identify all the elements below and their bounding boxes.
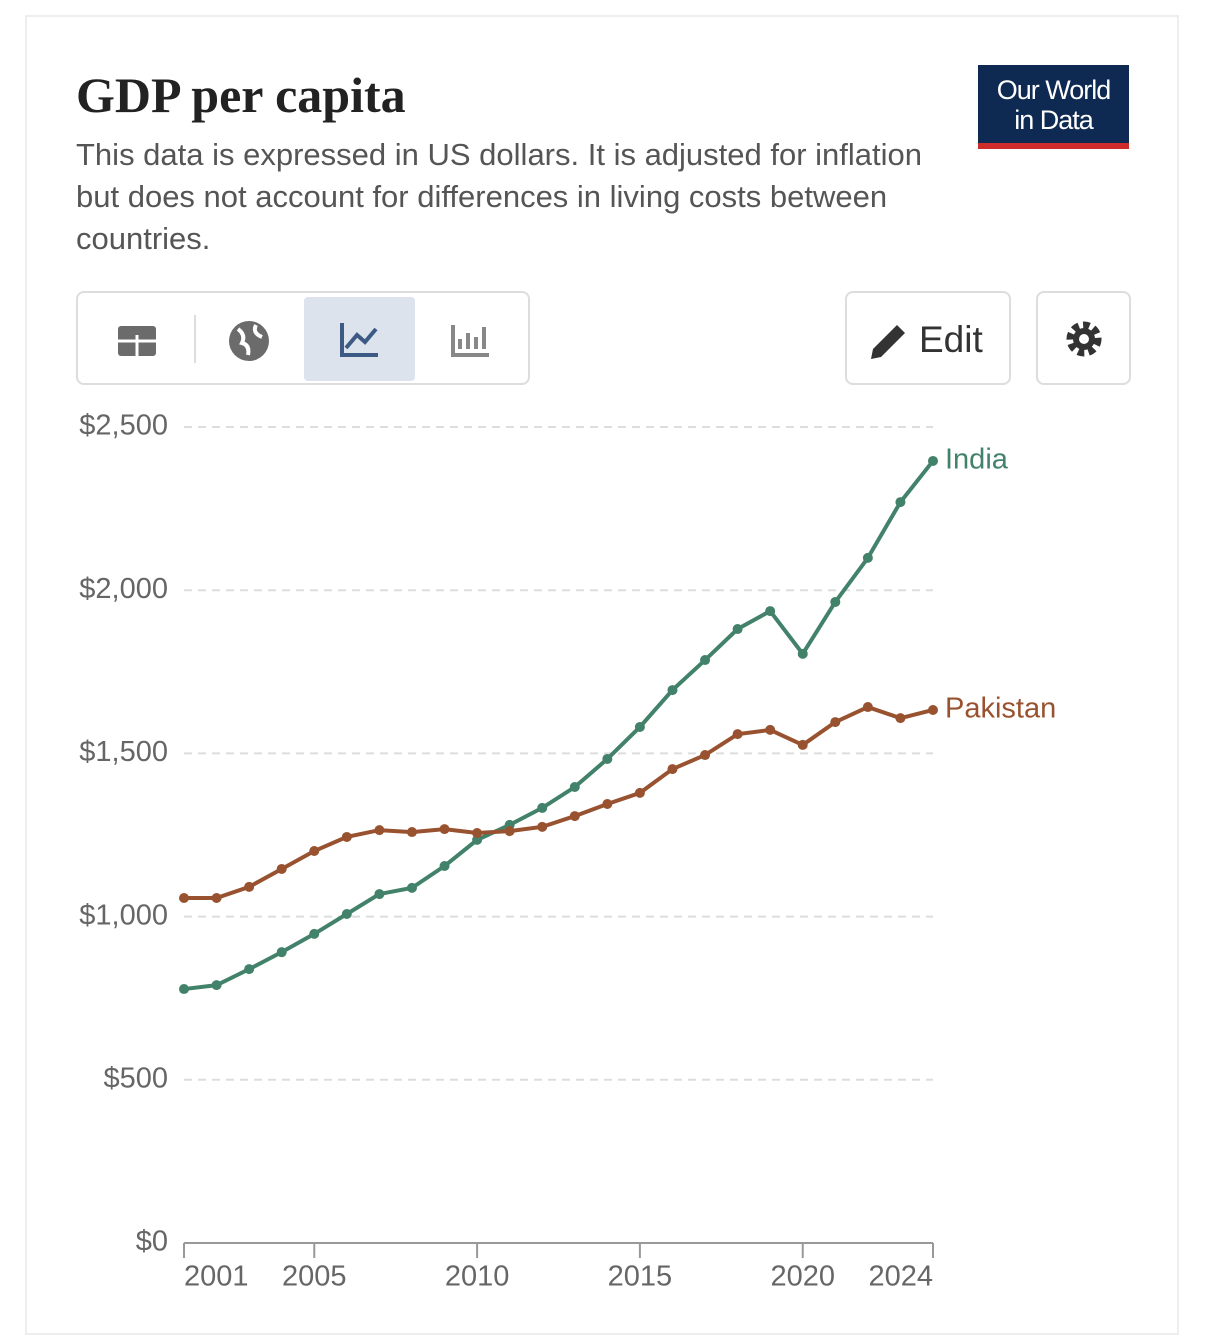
point bbox=[700, 750, 711, 761]
point bbox=[374, 825, 385, 836]
point bbox=[765, 724, 776, 735]
point bbox=[830, 596, 841, 607]
x-tick-label: 2020 bbox=[770, 1261, 835, 1293]
tab-icons bbox=[118, 297, 489, 381]
y-tick-label: $2,000 bbox=[79, 573, 168, 605]
point bbox=[179, 984, 189, 995]
point bbox=[862, 552, 873, 563]
point bbox=[341, 908, 352, 919]
x-tick-label: 2010 bbox=[445, 1261, 510, 1293]
gear-icon bbox=[1066, 321, 1102, 357]
point bbox=[732, 729, 743, 740]
point bbox=[406, 827, 417, 838]
logo[interactable]: Our World in Data bbox=[978, 65, 1129, 149]
point bbox=[895, 713, 906, 724]
point bbox=[211, 892, 222, 903]
point bbox=[309, 845, 320, 856]
bar-icon[interactable] bbox=[451, 325, 489, 357]
point bbox=[569, 811, 580, 822]
point bbox=[700, 655, 711, 666]
chart-title: GDP per capita bbox=[76, 67, 406, 123]
chart-subtitle: This data is expressed in US dollars. It… bbox=[76, 137, 923, 256]
series-label: Pakistan bbox=[945, 693, 1056, 725]
x-tick-label: 2024 bbox=[868, 1261, 933, 1293]
point bbox=[928, 455, 938, 466]
y-tick-label: $1,000 bbox=[79, 899, 168, 931]
point bbox=[472, 834, 483, 845]
point bbox=[634, 787, 645, 798]
point bbox=[504, 826, 515, 837]
point bbox=[732, 624, 743, 635]
x-tick-label: 2015 bbox=[608, 1261, 673, 1293]
point bbox=[797, 648, 808, 659]
x-tick-label: 2001 bbox=[184, 1261, 249, 1293]
point bbox=[569, 782, 580, 793]
series-line bbox=[183, 459, 935, 992]
pencil-icon bbox=[871, 325, 905, 359]
point bbox=[179, 892, 189, 903]
logo-line: Our World bbox=[996, 75, 1112, 105]
point bbox=[830, 717, 841, 728]
point bbox=[862, 702, 873, 713]
point bbox=[244, 881, 255, 892]
y-tick-label: $500 bbox=[103, 1062, 168, 1094]
x-tick-label: 2005 bbox=[282, 1261, 347, 1293]
point bbox=[406, 882, 417, 893]
point bbox=[472, 828, 483, 839]
point bbox=[211, 980, 222, 991]
point bbox=[797, 739, 808, 750]
edit-label: Edit bbox=[919, 319, 983, 360]
point bbox=[341, 831, 352, 842]
point bbox=[537, 802, 548, 813]
point bbox=[895, 497, 906, 508]
point bbox=[667, 685, 678, 696]
point bbox=[374, 889, 385, 900]
point bbox=[602, 798, 613, 809]
point bbox=[276, 863, 287, 874]
y-tick-label: $2,500 bbox=[79, 410, 168, 442]
point bbox=[244, 964, 255, 975]
point bbox=[276, 947, 287, 958]
point bbox=[309, 928, 320, 939]
logo-line: in Data bbox=[1014, 105, 1094, 135]
edit-button[interactable]: Edit bbox=[845, 291, 1011, 385]
series-label: India bbox=[945, 444, 1009, 476]
point bbox=[667, 764, 678, 775]
y-tick-label: $1,500 bbox=[79, 736, 168, 768]
point bbox=[634, 721, 645, 732]
y-tick-label: $0 bbox=[136, 1226, 168, 1258]
point bbox=[439, 861, 450, 872]
point bbox=[765, 606, 776, 617]
point bbox=[602, 753, 613, 764]
point bbox=[537, 821, 548, 832]
point bbox=[439, 824, 450, 835]
view-tabs bbox=[76, 291, 530, 385]
series-line bbox=[184, 704, 934, 900]
point bbox=[928, 704, 938, 715]
settings-button[interactable] bbox=[1036, 291, 1131, 385]
